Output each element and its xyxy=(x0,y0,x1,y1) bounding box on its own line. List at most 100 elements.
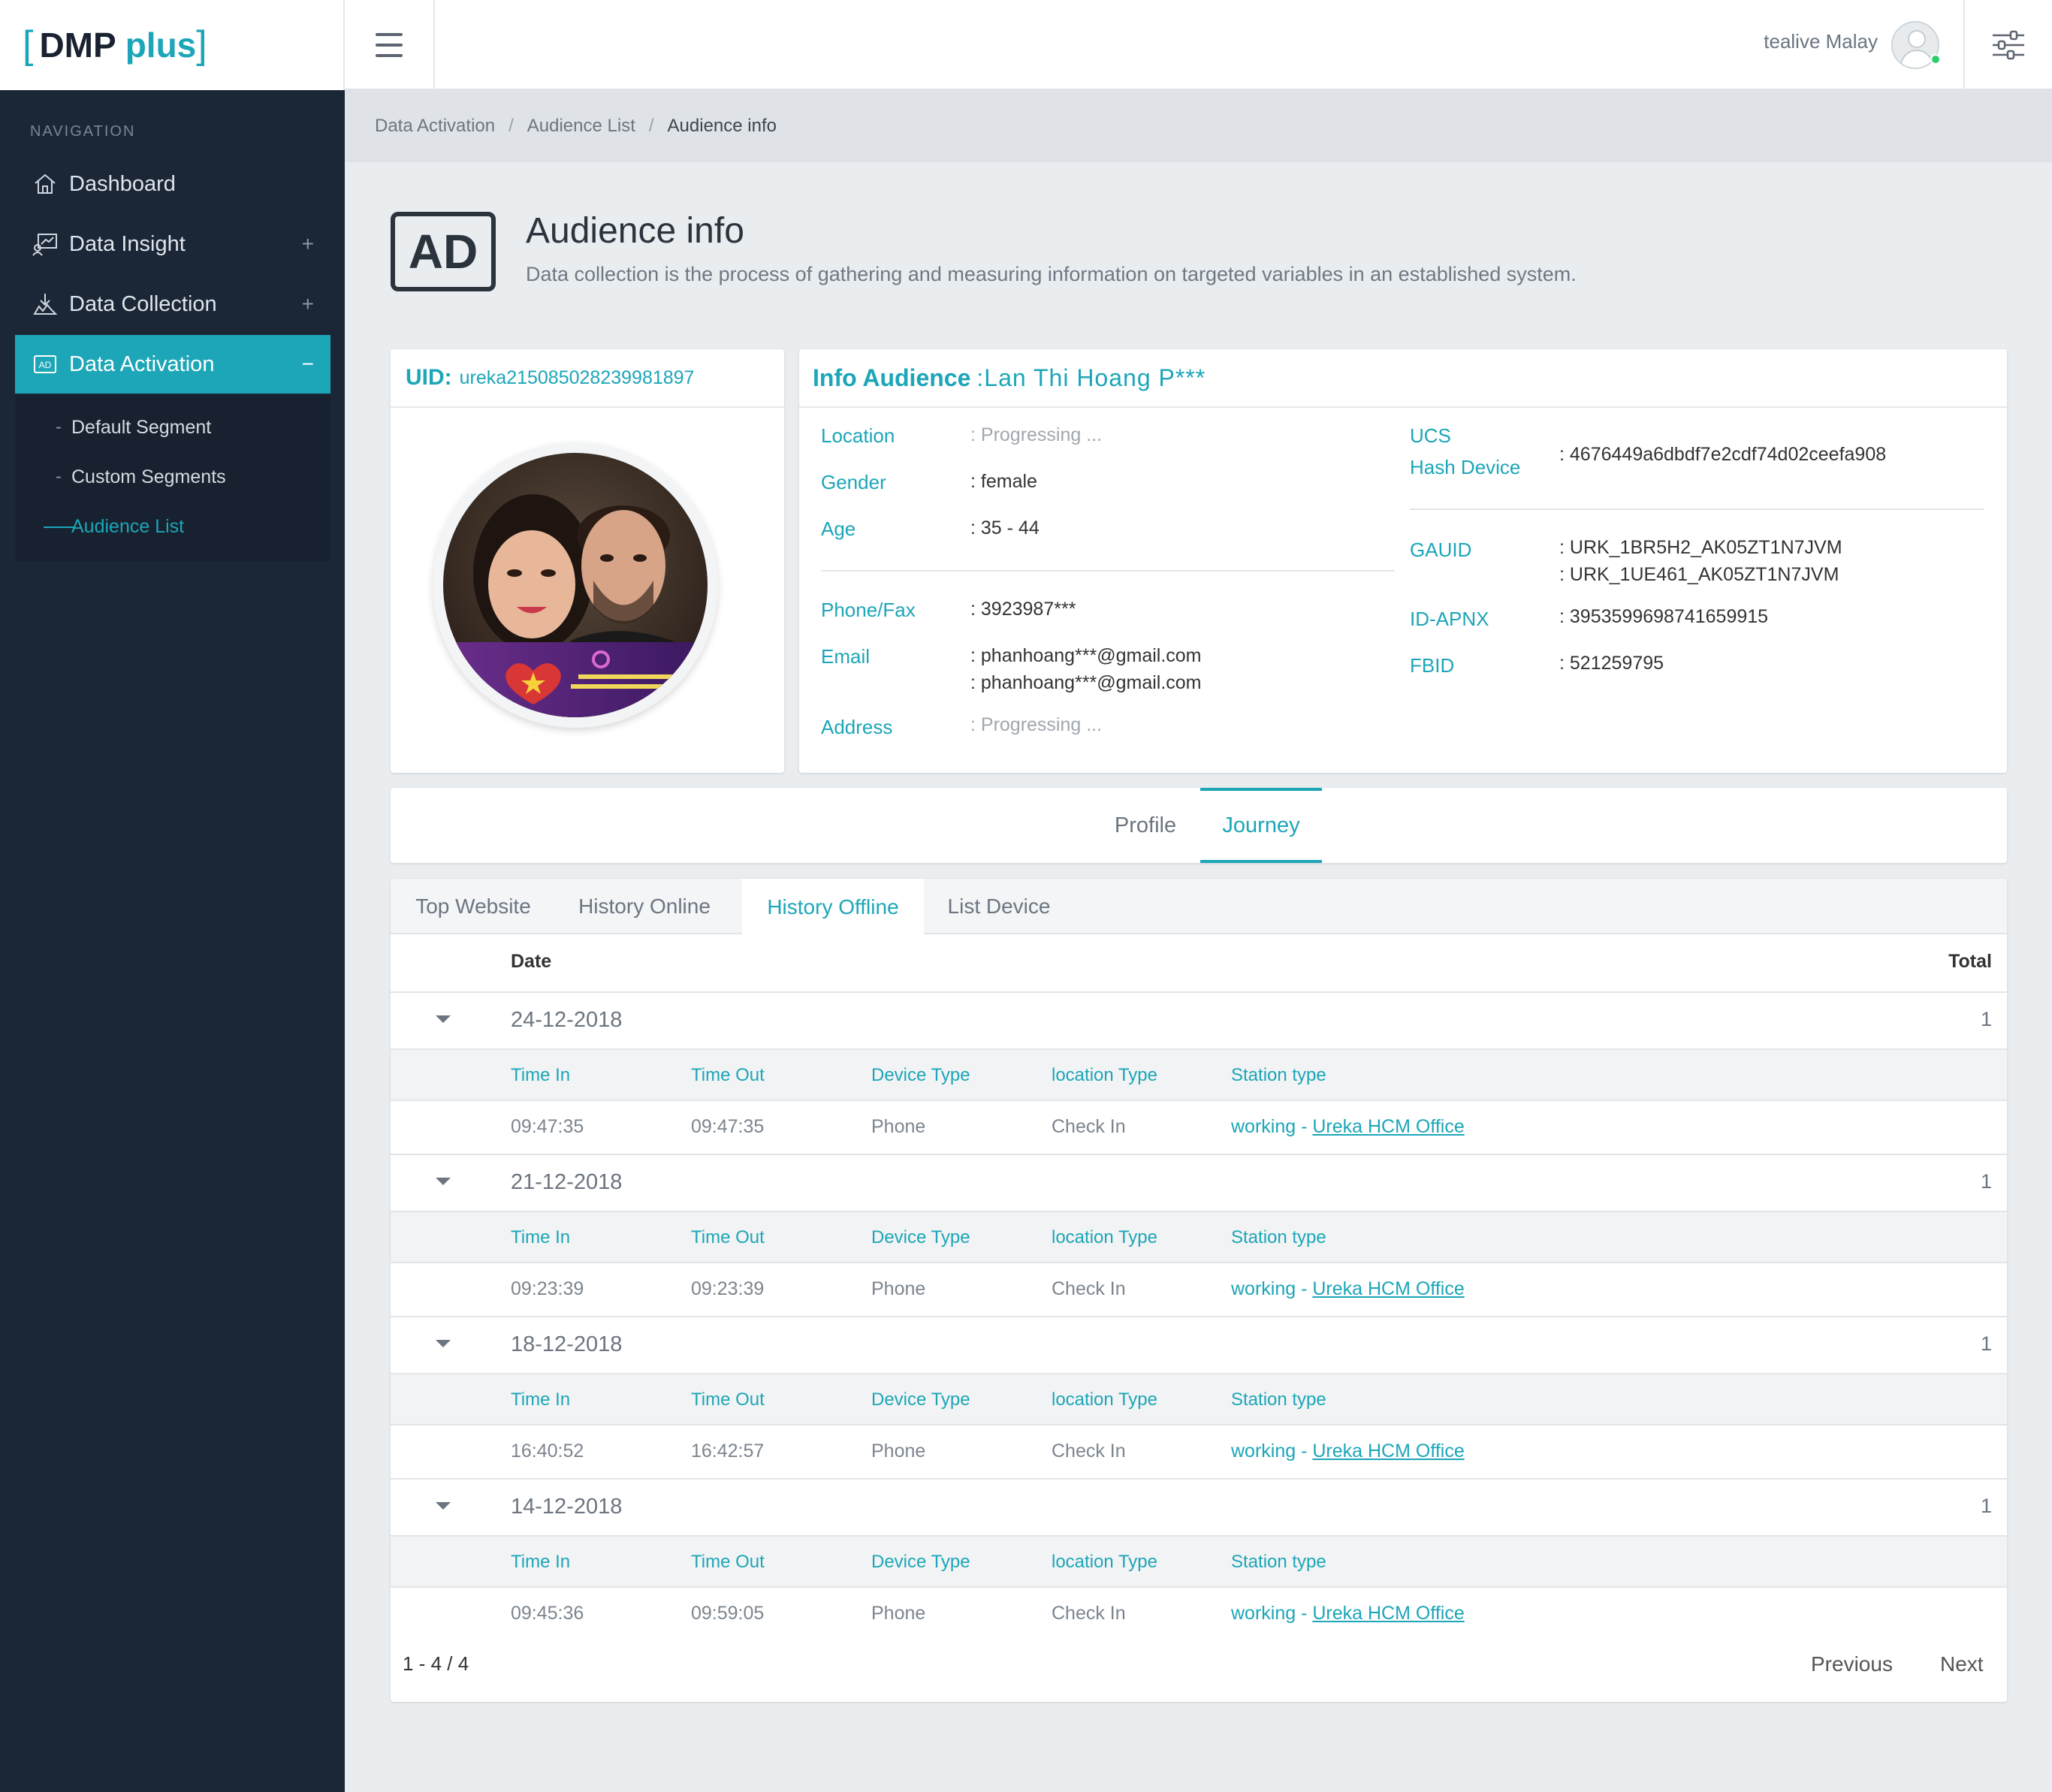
tab-journey[interactable]: Journey xyxy=(1200,788,1322,863)
time-in: 09:47:35 xyxy=(511,1116,584,1137)
sidebar-subitem-default-segment[interactable]: Default Segment xyxy=(71,417,212,438)
date-group: 21-12-2018 1 Time In Time Out Device Typ… xyxy=(391,1154,2007,1316)
email-value-1: : phanhoang***@gmail.com xyxy=(970,645,1202,666)
sub-col-station-type: Station type xyxy=(1231,1552,1326,1572)
tab-history-online[interactable]: History Online xyxy=(578,894,711,918)
sidebar-submenu: - Default Segment - Custom Segments Audi… xyxy=(15,396,330,561)
main-tabs: Profile Journey xyxy=(391,788,2007,863)
table-row[interactable]: 21-12-2018 1 xyxy=(391,1154,2007,1211)
audience-name: :Lan Thi Hoang P*** xyxy=(976,364,1206,391)
submenu-marker: - xyxy=(56,466,62,487)
group-total: 1 xyxy=(1980,1008,1992,1030)
group-total: 1 xyxy=(1980,1332,1992,1355)
fbid-label: FBID xyxy=(1410,654,1455,677)
info-audience-card: Info Audience :Lan Thi Hoang P*** Locati… xyxy=(799,349,2007,773)
station-link[interactable]: Ureka HCM Office xyxy=(1312,1116,1465,1137)
station-link[interactable]: Ureka HCM Office xyxy=(1312,1603,1465,1624)
user-name[interactable]: tealive Malay xyxy=(1764,30,1878,53)
page-subtitle: Data collection is the process of gather… xyxy=(526,263,1577,285)
station-prefix: working - xyxy=(1231,1603,1313,1624)
column-header-date[interactable]: Date xyxy=(511,951,552,972)
sub-col-time-in: Time In xyxy=(511,1227,571,1247)
sub-col-device-type: Device Type xyxy=(871,1389,970,1410)
sidebar-item-data-insight[interactable]: Data Insight + xyxy=(15,215,330,273)
breadcrumb-link-audience-list[interactable]: Audience List xyxy=(527,116,635,136)
location-type: Check In xyxy=(1052,1116,1126,1137)
sub-col-station-type: Station type xyxy=(1231,1389,1326,1410)
sidebar-item-dashboard[interactable]: Dashboard xyxy=(15,155,330,213)
sidebar-item-data-collection[interactable]: Data Collection + xyxy=(15,275,330,333)
station-link[interactable]: Ureka HCM Office xyxy=(1312,1441,1465,1462)
station-link[interactable]: Ureka HCM Office xyxy=(1312,1278,1465,1299)
breadcrumb-link-data-activation[interactable]: Data Activation xyxy=(375,116,496,136)
previous-button[interactable]: Previous xyxy=(1811,1652,1893,1676)
logo-bracket-close: ] xyxy=(196,23,207,67)
sidebar-subitem-audience-list[interactable]: Audience List xyxy=(71,516,185,537)
table-row[interactable]: 18-12-2018 1 xyxy=(391,1316,2007,1373)
station-prefix: working - xyxy=(1231,1116,1313,1137)
breadcrumb: Data Activation / Audience List / Audien… xyxy=(345,90,2052,162)
online-status-dot xyxy=(1930,54,1941,65)
sub-table-row: 09:23:39 09:23:39 Phone Check In working… xyxy=(391,1263,2007,1316)
hash-device-label: Hash Device xyxy=(1410,456,1521,478)
sidebar-subitem-custom-segments[interactable]: Custom Segments xyxy=(71,466,226,487)
column-header-total[interactable]: Total xyxy=(1948,951,1992,972)
group-date: 18-12-2018 xyxy=(511,1332,623,1356)
tab-history-offline[interactable]: History Offline xyxy=(742,879,924,936)
sidebar-item-label: Data Activation xyxy=(69,351,215,376)
location-type: Check In xyxy=(1052,1603,1126,1624)
info-audience-label: Info Audience xyxy=(813,364,971,391)
menu-toggle-button[interactable] xyxy=(345,0,435,90)
sub-table-header: Time In Time Out Device Type location Ty… xyxy=(391,1535,2007,1588)
journey-panel: Top Website History Online History Offli… xyxy=(391,879,2007,1702)
home-icon xyxy=(32,170,59,198)
date-group: 24-12-2018 1 Time In Time Out Device Typ… xyxy=(391,991,2007,1154)
expand-icon[interactable]: + xyxy=(301,232,314,255)
sub-col-device-type: Device Type xyxy=(871,1227,970,1247)
sub-col-station-type: Station type xyxy=(1231,1065,1326,1085)
settings-button[interactable] xyxy=(1963,0,2052,90)
caret-down-icon[interactable] xyxy=(436,1340,451,1347)
sidebar-item-data-activation[interactable]: AD Data Activation − xyxy=(15,335,330,394)
time-in: 09:45:36 xyxy=(511,1603,584,1624)
profile-photo-frame xyxy=(433,442,718,728)
id-apnx-value: : 3953599698741659915 xyxy=(1559,606,1769,627)
svg-text:AD: AD xyxy=(39,360,52,370)
date-group: 18-12-2018 1 Time In Time Out Device Typ… xyxy=(391,1316,2007,1478)
collapse-icon[interactable]: − xyxy=(301,352,314,376)
uid-label: UID: xyxy=(406,365,452,390)
app-logo[interactable]: [ DMP plus ] xyxy=(0,0,345,90)
sub-col-station-type: Station type xyxy=(1231,1227,1326,1247)
station-type: working - Ureka HCM Office xyxy=(1231,1603,1465,1625)
caret-down-icon[interactable] xyxy=(436,1015,451,1023)
group-date: 21-12-2018 xyxy=(511,1170,623,1194)
sub-table-row: 16:40:52 16:42:57 Phone Check In working… xyxy=(391,1425,2007,1478)
pagination-info: 1 - 4 / 4 xyxy=(403,1652,469,1675)
caret-down-icon[interactable] xyxy=(436,1178,451,1185)
table-row[interactable]: 14-12-2018 1 xyxy=(391,1478,2007,1535)
location-label: Location xyxy=(821,424,895,447)
sub-col-time-in: Time In xyxy=(511,1552,571,1572)
nav-title: NAVIGATION xyxy=(30,123,136,140)
device-type: Phone xyxy=(871,1278,926,1299)
gauid-label: GAUID xyxy=(1410,539,1472,561)
logo-bracket-open: [ xyxy=(23,23,34,67)
age-label: Age xyxy=(821,517,856,540)
tab-top-website[interactable]: Top Website xyxy=(415,894,531,918)
table-row[interactable]: 24-12-2018 1 xyxy=(391,991,2007,1048)
caret-down-icon[interactable] xyxy=(436,1502,451,1510)
device-type: Phone xyxy=(871,1441,926,1462)
station-prefix: working - xyxy=(1231,1278,1313,1299)
page-title: Audience info xyxy=(526,211,744,251)
tab-profile[interactable]: Profile xyxy=(1114,813,1177,837)
gender-label: Gender xyxy=(821,471,886,493)
time-in: 09:23:39 xyxy=(511,1278,584,1299)
sub-col-location-type: location Type xyxy=(1052,1389,1157,1410)
profile-photo xyxy=(443,453,708,717)
next-button[interactable]: Next xyxy=(1940,1652,1984,1676)
tab-list-device[interactable]: List Device xyxy=(947,894,1051,918)
logo-name: DMP xyxy=(39,26,116,65)
ad-icon: AD xyxy=(32,351,59,378)
expand-icon[interactable]: + xyxy=(301,292,314,315)
user-avatar[interactable] xyxy=(1891,21,1939,69)
